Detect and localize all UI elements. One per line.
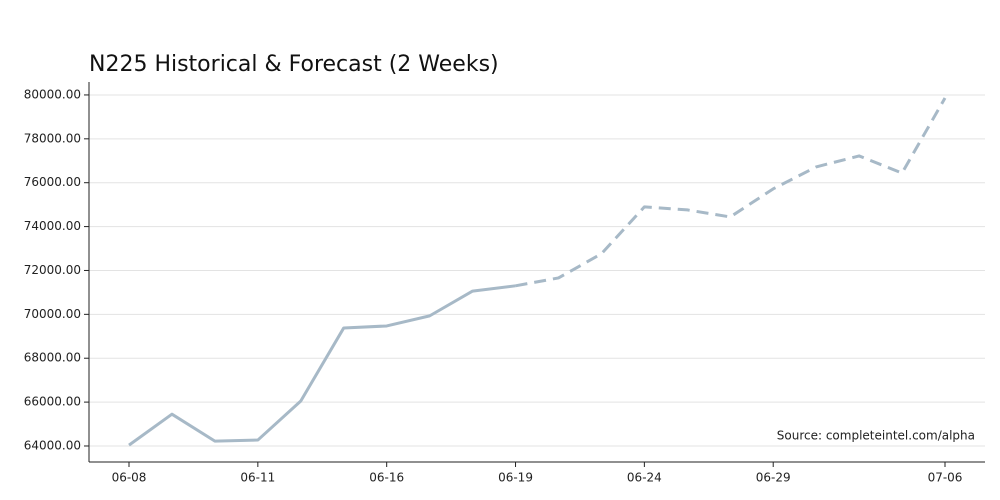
y-tick-label: 64000.00 [24, 438, 81, 452]
x-tick-label: 06-16 [369, 471, 404, 485]
x-tick-label: 06-29 [756, 471, 791, 485]
x-tick-label: 07-06 [928, 471, 963, 485]
source-annotation: Source: completeintel.com/alpha [777, 429, 975, 443]
y-tick-label: 66000.00 [24, 395, 81, 409]
series-line [128, 284, 516, 447]
y-tick-label: 72000.00 [24, 263, 81, 277]
x-tick-label: 06-08 [112, 471, 147, 485]
y-tick-label: 80000.00 [24, 87, 81, 101]
y-tick-label: 78000.00 [24, 131, 81, 145]
y-tick-label: 76000.00 [24, 175, 81, 189]
series-line [515, 97, 947, 288]
y-tick-label: 74000.00 [24, 219, 81, 233]
x-tick-label: 06-11 [240, 471, 275, 485]
x-tick-label: 06-24 [627, 471, 662, 485]
chart-title: N225 Historical & Forecast (2 Weeks) [89, 52, 499, 77]
x-tick-label: 06-19 [498, 471, 533, 485]
y-tick-label: 68000.00 [24, 351, 81, 365]
y-tick-label: 70000.00 [24, 307, 81, 321]
